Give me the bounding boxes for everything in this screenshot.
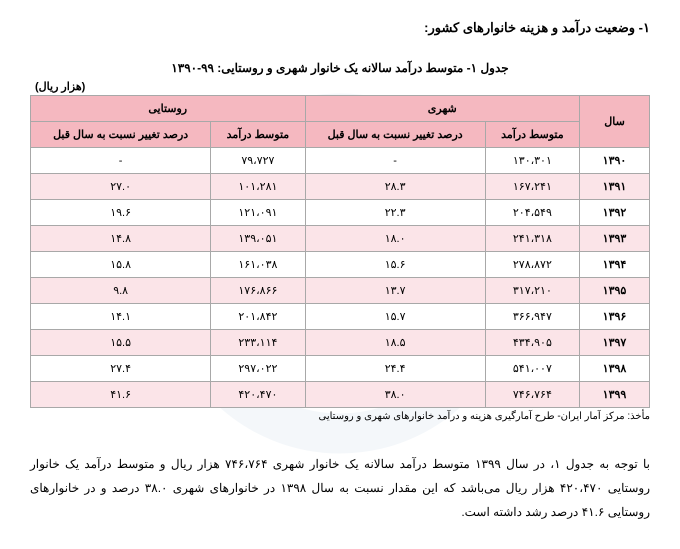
table-cell: ۱۷۶،۸۶۶ xyxy=(211,278,305,304)
table-cell: ۱۳۹۴ xyxy=(580,252,650,278)
table-cell: ۱۳۹۹ xyxy=(580,382,650,408)
table-cell: ۲۸.۳ xyxy=(305,174,485,200)
table-cell: ۳۱۷،۲۱۰ xyxy=(485,278,579,304)
table-cell: ۴۱.۶ xyxy=(31,382,211,408)
header-urban-pct: درصد تغییر نسبت به سال قبل xyxy=(305,122,485,148)
income-table: سال شهری روستایی متوسط درآمد درصد تغییر … xyxy=(30,95,650,408)
table-cell: ۱۳۹۷ xyxy=(580,330,650,356)
table-cell: ۲۷.۰ xyxy=(31,174,211,200)
header-rural: روستایی xyxy=(31,96,306,122)
table-cell: ۱۸.۵ xyxy=(305,330,485,356)
table-cell: ۴۳۴،۹۰۵ xyxy=(485,330,579,356)
table-row: ۱۳۹۰۱۳۰،۳۰۱-۷۹،۷۲۷- xyxy=(31,148,650,174)
table-cell: ۱۳۹۸ xyxy=(580,356,650,382)
table-row: ۱۳۹۴۲۷۸،۸۷۲۱۵.۶۱۶۱،۰۳۸۱۵.۸ xyxy=(31,252,650,278)
table-cell: ۲۹۷،۰۲۲ xyxy=(211,356,305,382)
table-cell: ۱۴.۱ xyxy=(31,304,211,330)
table-cell: ۱۳۹،۰۵۱ xyxy=(211,226,305,252)
table-cell: ۱۶۷،۲۴۱ xyxy=(485,174,579,200)
table-cell: ۷۴۶،۷۶۴ xyxy=(485,382,579,408)
header-urban: شهری xyxy=(305,96,579,122)
table-cell: ۷۹،۷۲۷ xyxy=(211,148,305,174)
table-row: ۱۳۹۱۱۶۷،۲۴۱۲۸.۳۱۰۱،۲۸۱۲۷.۰ xyxy=(31,174,650,200)
table-cell: ۱۳۹۳ xyxy=(580,226,650,252)
table-cell: ۲۴۱،۳۱۸ xyxy=(485,226,579,252)
table-cell: ۱۵.۵ xyxy=(31,330,211,356)
table-source: مأخذ: مرکز آمار ایران- طرح آمارگیری هزین… xyxy=(30,411,650,422)
table-cell: ۲۰۱،۸۴۲ xyxy=(211,304,305,330)
summary-paragraph: با توجه به جدول ۱، در سال ۱۳۹۹ متوسط درآ… xyxy=(30,452,650,524)
header-year: سال xyxy=(580,96,650,148)
table-cell: ۲۷۸،۸۷۲ xyxy=(485,252,579,278)
table-cell: ۱۵.۶ xyxy=(305,252,485,278)
table-cell: ۱۳۹۱ xyxy=(580,174,650,200)
unit-label: (هزار ریال) xyxy=(30,80,650,93)
table-cell: ۲۴.۴ xyxy=(305,356,485,382)
table-cell: ۲۷.۴ xyxy=(31,356,211,382)
table-cell: ۱۶۱،۰۳۸ xyxy=(211,252,305,278)
header-rural-pct: درصد تغییر نسبت به سال قبل xyxy=(31,122,211,148)
table-row: ۱۳۹۷۴۳۴،۹۰۵۱۸.۵۲۳۳،۱۱۴۱۵.۵ xyxy=(31,330,650,356)
table-row: ۱۳۹۲۲۰۴،۵۴۹۲۲.۳۱۲۱،۰۹۱۱۹.۶ xyxy=(31,200,650,226)
table-cell: ۱۳۹۲ xyxy=(580,200,650,226)
table-row: ۱۳۹۳۲۴۱،۳۱۸۱۸.۰۱۳۹،۰۵۱۱۴.۸ xyxy=(31,226,650,252)
table-cell: - xyxy=(31,148,211,174)
header-rural-income: متوسط درآمد xyxy=(211,122,305,148)
table-cell: ۳۸.۰ xyxy=(305,382,485,408)
table-cell: ۱۸.۰ xyxy=(305,226,485,252)
table-row: ۱۳۹۵۳۱۷،۲۱۰۱۳.۷۱۷۶،۸۶۶۹.۸ xyxy=(31,278,650,304)
table-cell: ۵۴۱،۰۰۷ xyxy=(485,356,579,382)
table-cell: ۱۳.۷ xyxy=(305,278,485,304)
table-cell: ۲۲.۳ xyxy=(305,200,485,226)
table-cell: ۱۳۰،۳۰۱ xyxy=(485,148,579,174)
table-cell: ۱۳۹۰ xyxy=(580,148,650,174)
table-title: جدول ۱- متوسط درآمد سالانه یک خانوار شهر… xyxy=(30,61,650,75)
table-cell: ۱۰۱،۲۸۱ xyxy=(211,174,305,200)
table-row: ۱۳۹۹۷۴۶،۷۶۴۳۸.۰۴۲۰،۴۷۰۴۱.۶ xyxy=(31,382,650,408)
table-cell: ۳۶۶،۹۴۷ xyxy=(485,304,579,330)
table-cell: ۹.۸ xyxy=(31,278,211,304)
header-urban-income: متوسط درآمد xyxy=(485,122,579,148)
table-cell: - xyxy=(305,148,485,174)
table-cell: ۱۳۹۶ xyxy=(580,304,650,330)
table-cell: ۱۵.۸ xyxy=(31,252,211,278)
table-cell: ۱۲۱،۰۹۱ xyxy=(211,200,305,226)
table-cell: ۱۳۹۵ xyxy=(580,278,650,304)
table-cell: ۲۰۴،۵۴۹ xyxy=(485,200,579,226)
section-title: ۱- وضعیت درآمد و هزینه خانوارهای کشور: xyxy=(30,20,650,36)
table-cell: ۴۲۰،۴۷۰ xyxy=(211,382,305,408)
table-row: ۱۳۹۶۳۶۶،۹۴۷۱۵.۷۲۰۱،۸۴۲۱۴.۱ xyxy=(31,304,650,330)
table-cell: ۱۵.۷ xyxy=(305,304,485,330)
table-cell: ۲۳۳،۱۱۴ xyxy=(211,330,305,356)
table-cell: ۱۴.۸ xyxy=(31,226,211,252)
table-row: ۱۳۹۸۵۴۱،۰۰۷۲۴.۴۲۹۷،۰۲۲۲۷.۴ xyxy=(31,356,650,382)
table-cell: ۱۹.۶ xyxy=(31,200,211,226)
